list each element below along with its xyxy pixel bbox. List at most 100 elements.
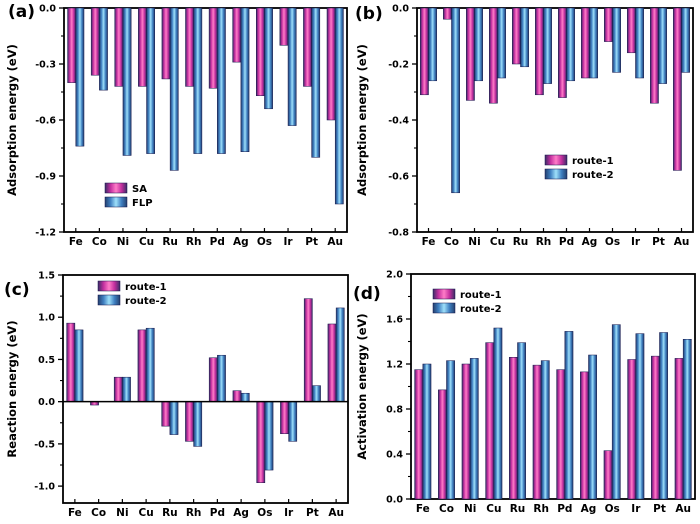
bar bbox=[66, 322, 76, 402]
bar bbox=[232, 7, 242, 63]
y-tick-label: 0.0 bbox=[392, 4, 409, 15]
y-tick-label: -0.3 bbox=[35, 60, 56, 71]
bar bbox=[217, 7, 226, 154]
category-label: Au bbox=[328, 507, 344, 519]
legend-label: route-2 bbox=[125, 296, 167, 307]
bar bbox=[564, 331, 574, 500]
y-tick-label: 1.0 bbox=[38, 313, 55, 324]
x-axis: Fe Co Ni Cu Ru Rh Pd Ag Os Ir Pt Au bbox=[422, 228, 690, 248]
y-tick-label: 1.2 bbox=[386, 360, 403, 371]
bar bbox=[489, 7, 498, 104]
category-label: Ru bbox=[510, 503, 526, 515]
category-label: Cu bbox=[139, 507, 154, 519]
bar bbox=[138, 7, 147, 87]
legend-swatch-route-1 bbox=[97, 280, 121, 292]
category-label: Co bbox=[91, 507, 106, 519]
category-label: Cu bbox=[139, 236, 154, 248]
bar bbox=[327, 323, 337, 402]
bar bbox=[422, 363, 432, 500]
y-tick-label: -1.0 bbox=[34, 482, 55, 493]
bar bbox=[145, 327, 155, 402]
bar bbox=[566, 7, 575, 82]
legend-label: route-2 bbox=[572, 170, 614, 181]
bar bbox=[581, 7, 590, 79]
y-axis: 2.0 1.6 1.2 0.8 0.4 0.0 bbox=[386, 270, 411, 506]
bar bbox=[256, 401, 266, 483]
category-label: Os bbox=[257, 236, 272, 248]
panel-a: (a) 0.0 -0.3 -0.6 -0.9 -1.2 Adsorption energy… bbox=[0, 0, 350, 262]
bar bbox=[443, 7, 452, 20]
legend-label: SA bbox=[132, 184, 147, 195]
bar bbox=[185, 7, 194, 87]
bar bbox=[256, 7, 265, 96]
bar bbox=[193, 7, 203, 154]
category-label: Ir bbox=[283, 236, 293, 248]
bar bbox=[208, 357, 218, 402]
y-tick-label: 0.0 bbox=[38, 397, 55, 408]
y-tick-label: -0.2 bbox=[388, 60, 409, 71]
bar bbox=[604, 7, 613, 42]
bar bbox=[193, 401, 203, 447]
panel-b: (b) 0.0 -0.2 -0.4 -0.6 -0.8 Adsorption energy… bbox=[350, 0, 700, 262]
category-label: Ir bbox=[631, 236, 641, 248]
category-label: Ag bbox=[582, 236, 598, 248]
category-label: Ni bbox=[117, 236, 129, 248]
bar bbox=[185, 401, 194, 442]
y-axis-title: Activation energy (eV) bbox=[355, 313, 369, 459]
category-label: Pt bbox=[652, 236, 665, 248]
category-label: Ag bbox=[233, 507, 249, 519]
reaction-energy-chart-c: 1.5 1.0 0.5 0.0 -0.5 -1.0 Reaction energy (eV)… bbox=[5, 271, 349, 519]
bar bbox=[532, 364, 542, 500]
category-label: Ag bbox=[581, 503, 597, 515]
bar bbox=[303, 7, 312, 87]
panel-b-label: (b) bbox=[355, 4, 383, 24]
bar bbox=[169, 401, 179, 435]
category-label: Pd bbox=[210, 236, 225, 248]
bar bbox=[509, 357, 518, 500]
bar bbox=[311, 7, 321, 158]
bar bbox=[627, 359, 637, 500]
category-label: Rh bbox=[536, 236, 552, 248]
bar bbox=[674, 358, 684, 500]
category-label: Au bbox=[675, 503, 691, 515]
y-tick-label: 0.0 bbox=[386, 495, 403, 506]
bar bbox=[90, 7, 100, 76]
legend: route-1 route-2 bbox=[432, 288, 502, 315]
category-label: Pt bbox=[306, 507, 319, 519]
bar bbox=[682, 339, 692, 500]
bar bbox=[137, 329, 147, 402]
legend-swatch-SA bbox=[104, 182, 128, 194]
bar bbox=[469, 358, 479, 500]
bar bbox=[74, 329, 84, 402]
panel-c-label: (c) bbox=[4, 280, 30, 300]
bar bbox=[556, 369, 566, 500]
bar bbox=[446, 360, 455, 500]
bar bbox=[612, 7, 621, 73]
y-tick-label: 2.0 bbox=[386, 270, 403, 281]
bar bbox=[474, 7, 483, 82]
category-label: Au bbox=[674, 236, 690, 248]
category-label: Fe bbox=[69, 236, 83, 248]
bar bbox=[635, 7, 644, 79]
category-label: Pt bbox=[305, 236, 318, 248]
bar bbox=[589, 7, 598, 79]
panel-c: (c) 1.5 1.0 0.5 0.0 -0.5 -1.0 Reaction energy … bbox=[0, 262, 350, 524]
bars-route-2 bbox=[422, 324, 692, 500]
bar bbox=[493, 327, 503, 500]
y-tick-label: -0.5 bbox=[34, 439, 55, 450]
legend-label: route-1 bbox=[125, 282, 167, 293]
legend-swatch-FLP bbox=[104, 196, 128, 208]
category-label: Ag bbox=[233, 236, 249, 248]
y-axis: 1.5 1.0 0.5 0.0 -0.5 -1.0 bbox=[34, 271, 63, 493]
y-tick-label: 1.6 bbox=[386, 315, 403, 326]
bar bbox=[75, 7, 85, 147]
bar bbox=[466, 7, 475, 101]
legend-label: route-1 bbox=[572, 156, 614, 167]
x-axis: Fe Co Ni Cu Ru Rh Pd Ag Os Ir Pt Au bbox=[68, 499, 344, 519]
category-label: Ni bbox=[468, 236, 480, 248]
category-label: Pt bbox=[653, 503, 666, 515]
bar bbox=[240, 7, 250, 152]
bar bbox=[650, 7, 659, 104]
bar bbox=[558, 7, 567, 98]
